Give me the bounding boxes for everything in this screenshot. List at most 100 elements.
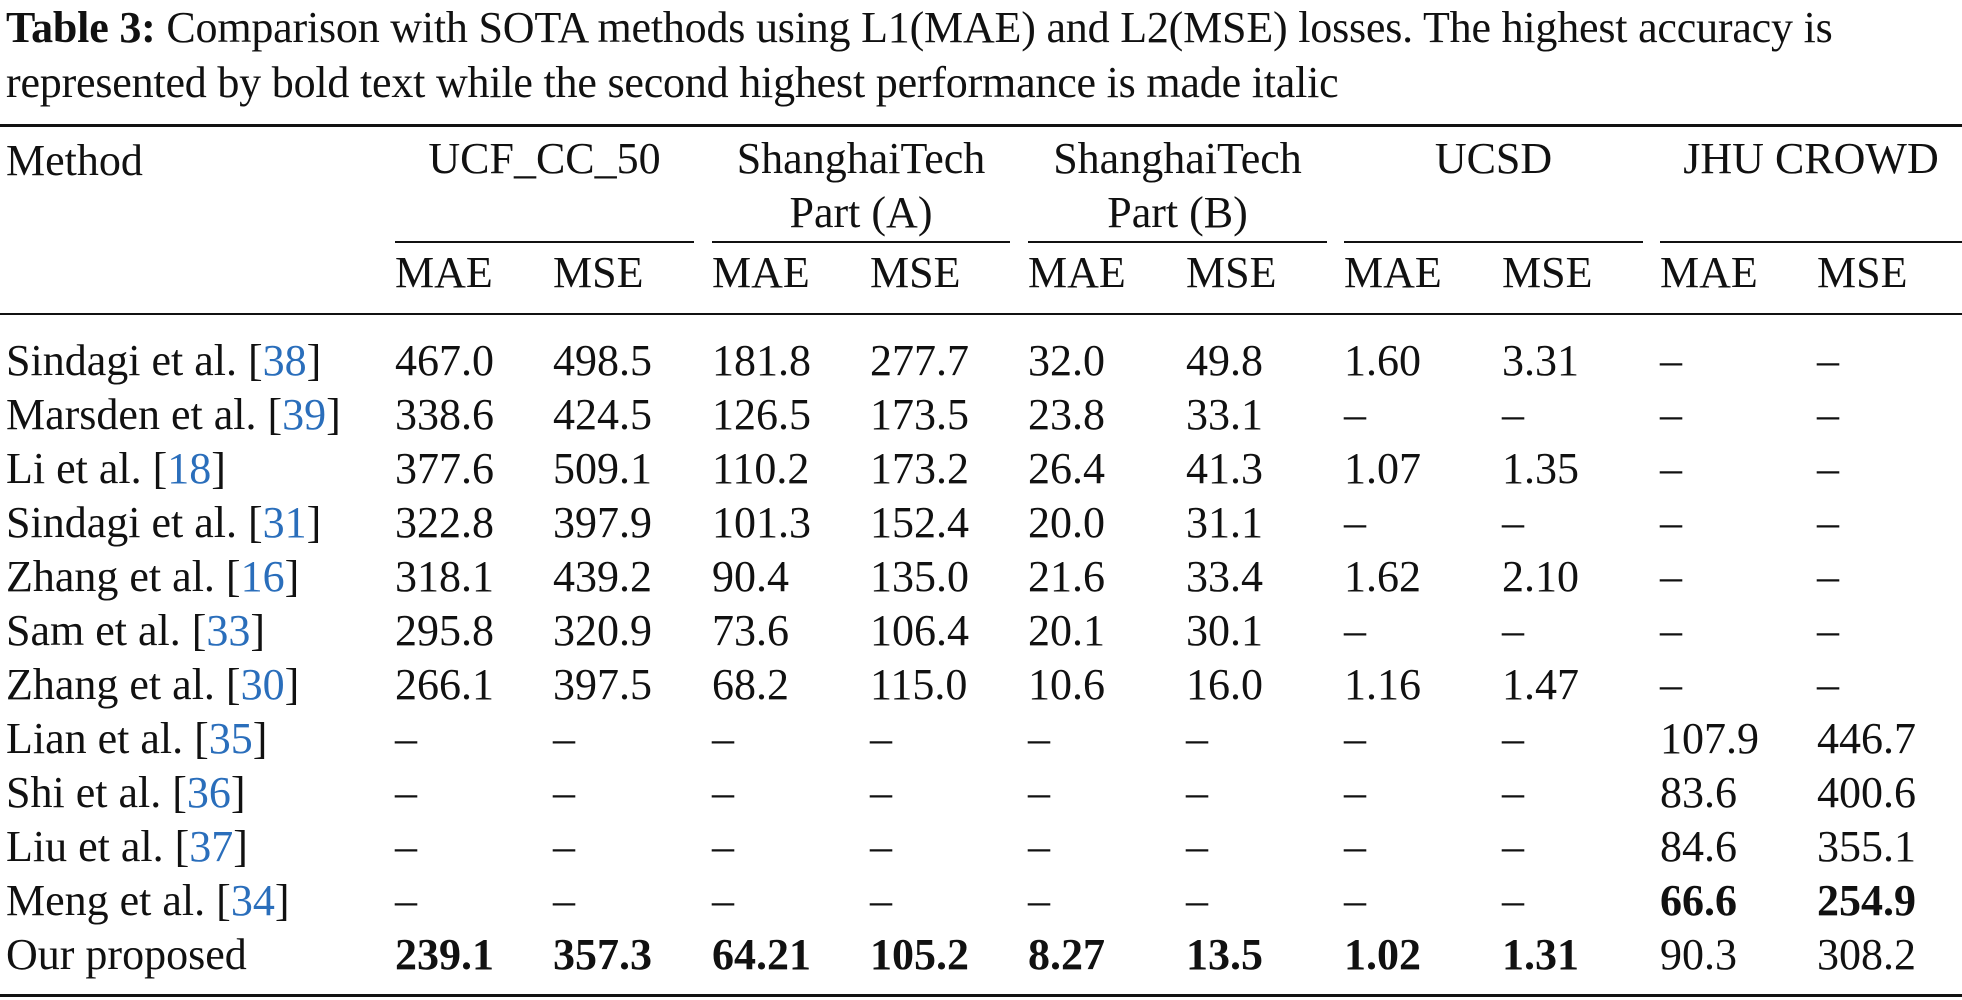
table-cell: 1.31	[1502, 930, 1579, 979]
citation-bracket: ]	[284, 552, 300, 601]
table-cell: 1.02	[1344, 930, 1421, 979]
table-cell: –	[712, 822, 734, 871]
method-name-text: Shi et al. [	[6, 768, 187, 817]
method-name: Sam et al. [33]	[6, 606, 265, 656]
table-cell: 64.21	[712, 930, 811, 979]
table-cell: –	[553, 768, 575, 817]
table-cell: –	[1502, 498, 1524, 547]
metric-column-header: MAE	[395, 248, 493, 297]
table-cell: –	[1660, 390, 1682, 439]
table-cell: 377.6	[395, 444, 494, 493]
table-cell: –	[1028, 822, 1050, 871]
table-cell: –	[870, 714, 892, 763]
table-cell: 126.5	[712, 390, 811, 439]
group-header: UCF_CC_50	[395, 132, 694, 186]
group-underline	[1344, 241, 1643, 243]
method-name-text: Sindagi et al. [	[6, 498, 263, 547]
citation-link[interactable]: 38	[262, 336, 307, 385]
method-name: Sindagi et al. [38]	[6, 336, 321, 386]
method-name: Lian et al. [35]	[6, 714, 267, 764]
group-underline	[395, 241, 694, 243]
table-cell: 110.2	[712, 444, 810, 493]
table-cell: 16.0	[1186, 660, 1263, 709]
table-cell: –	[1817, 606, 1839, 655]
citation-bracket: ]	[230, 768, 246, 817]
method-name-text: Zhang et al. [	[6, 552, 241, 601]
metric-column-header: MAE	[712, 248, 810, 297]
table-cell: 33.1	[1186, 390, 1263, 439]
table-cell: 509.1	[553, 444, 652, 493]
table-cell: –	[1660, 336, 1682, 385]
metric-column-header: MSE	[1186, 248, 1277, 297]
table-cell: –	[1817, 390, 1839, 439]
group-header-name: UCF_CC_50	[428, 134, 661, 183]
method-name-text: Sindagi et al. [	[6, 336, 263, 385]
table-cell: 101.3	[712, 498, 811, 547]
table-cell: 254.9	[1817, 876, 1916, 925]
table-cell: 439.2	[553, 552, 652, 601]
table-cell: 90.4	[712, 552, 789, 601]
method-column-header: Method	[6, 136, 143, 185]
citation-link[interactable]: 39	[282, 390, 327, 439]
table-cell: –	[712, 876, 734, 925]
citation-link[interactable]: 31	[262, 498, 307, 547]
metric-column-header: MAE	[1344, 248, 1442, 297]
group-header: ShanghaiTech Part (B)	[1028, 132, 1327, 240]
table-cell: 1.62	[1344, 552, 1421, 601]
method-name-text: Lian et al. [	[6, 714, 209, 763]
group-header: UCSD	[1344, 132, 1643, 186]
table-cell: –	[395, 768, 417, 817]
metric-column-header: MAE	[1028, 248, 1126, 297]
table-cell: –	[1186, 876, 1208, 925]
table-cell: 355.1	[1817, 822, 1916, 871]
table-cell: 467.0	[395, 336, 494, 385]
table-cell: –	[870, 876, 892, 925]
citation-link[interactable]: 36	[186, 768, 231, 817]
table-cell: 107.9	[1660, 714, 1759, 763]
table-caption-label: Table 3:	[6, 3, 156, 52]
table-cell: 320.9	[553, 606, 652, 655]
table-cell: –	[1028, 768, 1050, 817]
group-header-name: JHU CROWD	[1683, 134, 1939, 183]
table-cell: –	[1660, 498, 1682, 547]
table-cell: –	[870, 768, 892, 817]
table-cell: 105.2	[870, 930, 969, 979]
citation-link[interactable]: 35	[208, 714, 253, 763]
table-cell: –	[1502, 876, 1524, 925]
table-cell: 90.3	[1660, 930, 1737, 979]
table-cell: 1.07	[1344, 444, 1421, 493]
method-name: Liu et al. [37]	[6, 822, 248, 872]
table-caption: Table 3: Comparison with SOTA methods us…	[6, 0, 1956, 110]
citation-link[interactable]: 30	[240, 660, 285, 709]
group-header-name: UCSD	[1434, 134, 1553, 183]
table-cell: 397.5	[553, 660, 652, 709]
citation-link[interactable]: 33	[206, 606, 251, 655]
method-name: Shi et al. [36]	[6, 768, 246, 818]
table-cell: 446.7	[1817, 714, 1916, 763]
table-cell: 20.1	[1028, 606, 1105, 655]
metric-column-header: MSE	[1817, 248, 1908, 297]
metric-column-header: MAE	[1660, 248, 1758, 297]
citation-link[interactable]: 18	[167, 444, 212, 493]
table-cell: 1.35	[1502, 444, 1579, 493]
table-cell: 66.6	[1660, 876, 1737, 925]
table-cell: –	[1186, 714, 1208, 763]
citation-link[interactable]: 16	[240, 552, 285, 601]
table-cell: –	[1660, 552, 1682, 601]
citation-bracket: ]	[233, 822, 248, 871]
citation-link[interactable]: 34	[230, 876, 275, 925]
table-cell: 173.2	[870, 444, 969, 493]
table-cell: –	[1502, 822, 1524, 871]
table-cell: –	[1817, 336, 1839, 385]
table-cell: 83.6	[1660, 768, 1737, 817]
table-cell: 31.1	[1186, 498, 1263, 547]
table-cell: –	[1502, 606, 1524, 655]
table-cell: 21.6	[1028, 552, 1105, 601]
citation-link[interactable]: 37	[189, 822, 234, 871]
table-cell: –	[395, 822, 417, 871]
table-cell: –	[1344, 390, 1366, 439]
method-name-text: Marsden et al. [	[6, 390, 283, 439]
citation-bracket: ]	[252, 714, 268, 763]
table-cell: –	[1502, 714, 1524, 763]
table-cell: 68.2	[712, 660, 789, 709]
